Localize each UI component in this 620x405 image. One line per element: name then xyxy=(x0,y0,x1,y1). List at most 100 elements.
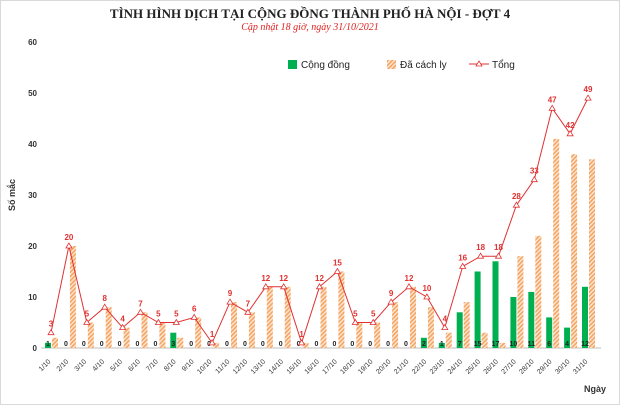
x-tick-label: 25/10 xyxy=(465,358,482,375)
bar-da-cach-ly xyxy=(481,332,488,348)
y-tick-label: 10 xyxy=(28,293,37,302)
marker-tong xyxy=(584,94,592,101)
marker-tong xyxy=(154,318,163,325)
x-tick-label: 23/10 xyxy=(429,358,446,375)
y-tick-label: 0 xyxy=(33,344,38,353)
bar-cong-dong xyxy=(510,297,517,348)
x-tick-label: 20/10 xyxy=(375,358,392,375)
x-tick-label: 21/10 xyxy=(393,358,410,375)
bar-cong-dong xyxy=(546,317,553,348)
marker-tong xyxy=(136,308,145,315)
bar-cong-dong xyxy=(564,327,571,348)
bar-da-cach-ly xyxy=(52,337,58,348)
bar-da-cach-ly xyxy=(87,322,94,348)
marker-tong xyxy=(530,175,539,183)
marker-tong xyxy=(476,252,485,259)
data-label-cong-dong: 17 xyxy=(492,341,500,348)
data-label-cong-dong: 0 xyxy=(368,341,372,348)
y-tick-label: 60 xyxy=(28,38,37,47)
marker-tong xyxy=(279,283,288,290)
bar-da-cach-ly xyxy=(231,302,237,348)
marker-tong xyxy=(65,242,73,249)
bar-da-cach-ly xyxy=(517,256,524,348)
marker-tong xyxy=(333,267,342,274)
data-label-cong-dong: 11 xyxy=(528,341,536,348)
y-tick-label: 50 xyxy=(28,89,37,98)
data-label-tong: 5 xyxy=(156,310,161,319)
data-label-tong: 1 xyxy=(299,330,304,339)
bar-da-cach-ly xyxy=(320,286,327,348)
data-label-cong-dong: 0 xyxy=(225,341,229,348)
data-label-cong-dong: 3 xyxy=(171,341,175,348)
data-label-tong: 42 xyxy=(566,121,575,130)
bar-da-cach-ly xyxy=(410,286,416,348)
bar-cong-dong xyxy=(582,286,588,348)
bar-da-cach-ly xyxy=(589,159,595,348)
data-label-tong: 5 xyxy=(371,310,376,319)
chart-subtitle: Cập nhật 18 giờ, ngày 31/10/2021 xyxy=(241,22,379,33)
marker-tong xyxy=(423,293,431,300)
x-tick-label: 19/10 xyxy=(357,358,374,375)
data-label-tong: 4 xyxy=(120,315,125,324)
x-tick-label: 29/10 xyxy=(536,358,553,375)
x-tick-label: 15/10 xyxy=(286,358,303,375)
data-label-tong: 7 xyxy=(138,299,143,308)
marker-tong xyxy=(100,303,109,310)
data-label-cong-dong: 0 xyxy=(100,341,104,348)
x-tick-label: 5/10 xyxy=(109,358,124,373)
data-label-cong-dong: 6 xyxy=(547,341,551,348)
bar-da-cach-ly xyxy=(356,322,363,348)
legend-swatch-cong-dong xyxy=(288,60,297,69)
data-label-cong-dong: 0 xyxy=(279,341,283,348)
data-label-tong: 4 xyxy=(443,315,448,324)
data-label-cong-dong: 2 xyxy=(422,341,426,348)
x-tick-label: 10/10 xyxy=(196,358,213,375)
bar-cong-dong xyxy=(474,271,481,348)
data-label-cong-dong: 0 xyxy=(153,341,157,348)
bar-da-cach-ly xyxy=(463,302,470,348)
x-tick-label: 9/10 xyxy=(181,358,196,373)
x-tick-label: 26/10 xyxy=(483,358,500,375)
x-tick-label: 30/10 xyxy=(554,358,571,375)
marker-tong xyxy=(315,283,324,290)
x-tick-label: 2/10 xyxy=(56,358,71,373)
marker-tong xyxy=(566,130,574,137)
bar-cong-dong xyxy=(45,342,51,348)
marker-tong xyxy=(172,318,181,325)
bar-da-cach-ly xyxy=(69,246,76,348)
x-tick-label: 24/10 xyxy=(447,358,464,375)
marker-tong xyxy=(47,328,55,336)
data-label-tong: 12 xyxy=(405,274,414,283)
marker-tong xyxy=(262,283,270,290)
bar-cong-dong xyxy=(170,332,177,348)
bar-cong-dong xyxy=(528,291,535,348)
marker-tong xyxy=(83,318,91,325)
data-label-tong: 12 xyxy=(315,274,324,283)
data-label-cong-dong: 4 xyxy=(565,341,569,348)
data-label-cong-dong: 0 xyxy=(243,341,247,348)
data-label-tong: 6 xyxy=(192,304,197,313)
bar-cong-dong xyxy=(420,337,427,348)
x-tick-label: 13/10 xyxy=(250,358,267,375)
data-label-tong: 1 xyxy=(210,330,215,339)
marker-tong xyxy=(387,298,395,305)
bar-da-cach-ly xyxy=(266,286,273,348)
data-label-tong: 12 xyxy=(279,274,288,283)
bar-da-cach-ly xyxy=(123,327,130,348)
legend-label-cong-dong: Cộng đồng xyxy=(301,59,350,71)
bar-cong-dong xyxy=(492,261,499,348)
x-tick-label: 27/10 xyxy=(500,358,517,375)
data-label-tong: 49 xyxy=(584,85,593,94)
data-label-cong-dong: 7 xyxy=(458,341,462,348)
y-tick-label: 40 xyxy=(28,140,37,149)
marker-tong xyxy=(548,104,556,111)
x-tick-label: 7/10 xyxy=(145,358,160,373)
bar-da-cach-ly xyxy=(445,332,452,348)
data-label-cong-dong: 0 xyxy=(332,341,336,348)
data-label-cong-dong: 0 xyxy=(315,341,319,348)
x-tick-label: 22/10 xyxy=(411,358,428,375)
data-label-cong-dong: 0 xyxy=(350,341,354,348)
data-label-cong-dong: 0 xyxy=(189,341,193,348)
